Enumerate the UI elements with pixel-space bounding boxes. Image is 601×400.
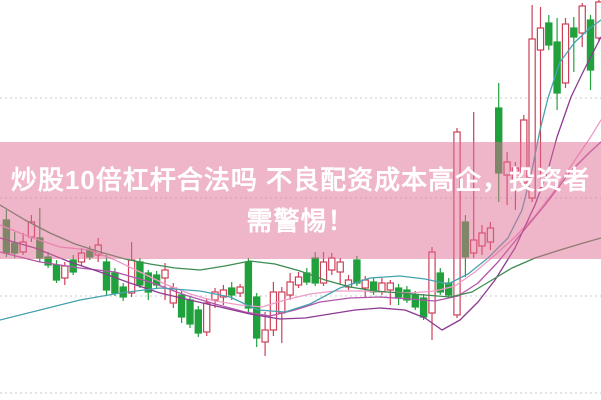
- candle: [61, 265, 69, 279]
- candle: [219, 289, 228, 298]
- candle: [311, 257, 319, 284]
- candle: [261, 329, 269, 343]
- candle: [411, 294, 420, 308]
- candle: [503, 161, 511, 176]
- candle: [328, 257, 336, 271]
- candle: [236, 286, 244, 294]
- candle: [353, 259, 361, 284]
- ma-magenta: [0, 141, 601, 317]
- candle: [453, 131, 461, 316]
- candle: [403, 289, 411, 301]
- candle: [228, 287, 236, 296]
- candle: [186, 299, 194, 325]
- candle: [111, 272, 119, 294]
- candle: [486, 227, 495, 243]
- candle: [578, 5, 586, 34]
- candle: [77, 252, 86, 263]
- ma-purple: [0, 36, 601, 331]
- candle: [278, 291, 286, 314]
- candle: [244, 261, 253, 309]
- candle: [545, 22, 553, 46]
- candle: [595, 1, 601, 39]
- candle: [495, 107, 503, 174]
- candle: [361, 279, 369, 289]
- candle: [177, 294, 186, 318]
- candle: [528, 38, 536, 199]
- candle: [2, 219, 11, 254]
- candle: [286, 281, 294, 296]
- candle: [194, 309, 202, 334]
- candle: [203, 302, 211, 333]
- candle: [561, 23, 570, 84]
- candle: [478, 232, 486, 247]
- candle: [11, 242, 19, 254]
- candle: [253, 296, 261, 339]
- candle: [536, 27, 545, 51]
- candle: [211, 291, 219, 301]
- candle: [319, 261, 328, 284]
- candle: [520, 119, 528, 184]
- candle: [428, 251, 436, 314]
- candle: [470, 239, 478, 254]
- ma-teal: [0, 19, 601, 321]
- candle: [378, 282, 386, 293]
- candle: [336, 261, 344, 273]
- candle: [161, 269, 169, 279]
- candle: [445, 282, 453, 296]
- candle: [586, 19, 595, 71]
- candle: [570, 27, 578, 38]
- candle: [294, 276, 303, 286]
- candle: [553, 41, 561, 94]
- candle: [461, 221, 470, 258]
- candle: [102, 261, 111, 291]
- candle: [52, 264, 61, 281]
- candle: [386, 282, 395, 291]
- candle: [511, 167, 520, 181]
